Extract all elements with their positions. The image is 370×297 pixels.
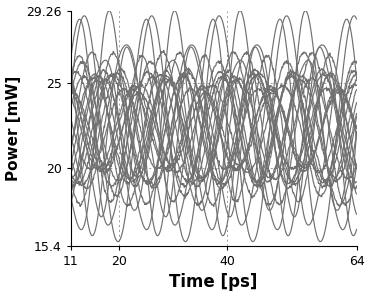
- X-axis label: Time [ps]: Time [ps]: [169, 274, 258, 291]
- Y-axis label: Power [mW]: Power [mW]: [6, 75, 21, 181]
